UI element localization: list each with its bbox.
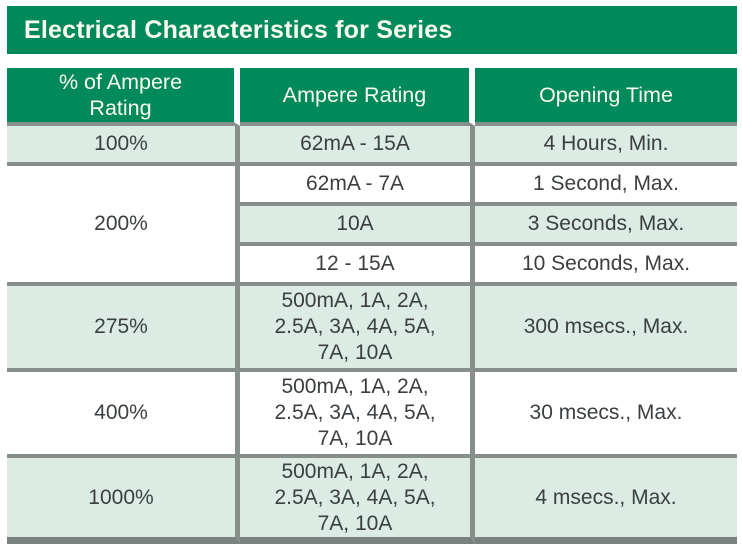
ampere-cell: 10A	[240, 206, 475, 246]
table-row-100-percent: 100% 62mA - 15A 4 Hours, Min.	[7, 126, 737, 166]
ampere-cell: 12 - 15A	[240, 246, 475, 286]
table-row-200-percent-a: 200% 62mA - 7A 1 Second, Max.	[7, 166, 737, 286]
col-header-opening-time: Opening Time	[475, 68, 737, 126]
table-row-400-percent: 400% 500mA, 1A, 2A, 2.5A, 3A, 4A, 5A, 7A…	[7, 372, 737, 458]
table-row-275-percent: 275% 500mA, 1A, 2A, 2.5A, 3A, 4A, 5A, 7A…	[7, 286, 737, 372]
col-header-percent-of-ampere-rating: % of Ampere Rating	[7, 68, 240, 126]
ampere-cell: 500mA, 1A, 2A, 2.5A, 3A, 4A, 5A, 7A, 10A	[240, 458, 475, 544]
percent-cell: 200%	[7, 166, 240, 286]
ampere-cell: 500mA, 1A, 2A, 2.5A, 3A, 4A, 5A, 7A, 10A	[240, 372, 475, 458]
opening-time-cell: 30 msecs., Max.	[475, 372, 737, 458]
opening-time-cell: 1 Second, Max.	[475, 166, 737, 206]
opening-time-cell: 10 Seconds, Max.	[475, 246, 737, 286]
opening-time-cell: 3 Seconds, Max.	[475, 206, 737, 246]
opening-time-cell: 4 msecs., Max.	[475, 458, 737, 544]
table-row-200-percent-b: 10A 3 Seconds, Max.	[7, 206, 737, 246]
electrical-characteristics-table: % of Ampere Rating Ampere Rating Opening…	[7, 68, 737, 544]
percent-cell: 400%	[7, 372, 240, 458]
section-title-bar: Electrical Characteristics for Series	[7, 6, 737, 54]
percent-cell: 275%	[7, 286, 240, 372]
header-row: % of Ampere Rating Ampere Rating Opening…	[7, 68, 737, 126]
opening-time-cell: 4 Hours, Min.	[475, 126, 737, 166]
table-row-200-percent-c: 12 - 15A 10 Seconds, Max.	[7, 246, 737, 286]
ampere-cell: 500mA, 1A, 2A, 2.5A, 3A, 4A, 5A, 7A, 10A	[240, 286, 475, 372]
col-header-ampere-rating: Ampere Rating	[240, 68, 475, 126]
table-row-1000-percent: 1000% 500mA, 1A, 2A, 2.5A, 3A, 4A, 5A, 7…	[7, 458, 737, 544]
ampere-cell: 62mA - 15A	[240, 126, 475, 166]
section-title: Electrical Characteristics for Series	[24, 15, 453, 44]
ampere-cell: 62mA - 7A	[240, 166, 475, 206]
percent-cell: 1000%	[7, 458, 240, 544]
opening-time-cell: 300 msecs., Max.	[475, 286, 737, 372]
percent-cell: 100%	[7, 126, 240, 166]
